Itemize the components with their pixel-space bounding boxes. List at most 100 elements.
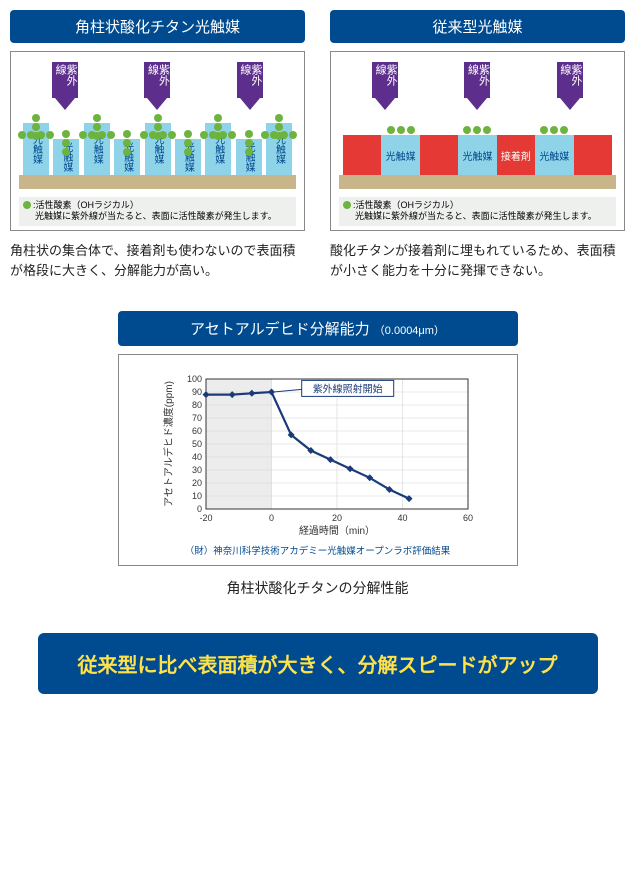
- svg-text:60: 60: [191, 426, 201, 436]
- svg-text:紫外線照射開始: 紫外線照射開始: [312, 383, 382, 396]
- oxygen-dot-icon: [397, 126, 405, 134]
- svg-text:90: 90: [191, 387, 201, 397]
- catalyst-pillar: 光触媒: [53, 139, 79, 175]
- oxygen-dot-icon: [343, 201, 351, 209]
- uv-arrow-icon: 紫外線: [55, 62, 75, 110]
- oxygen-dot-icon: [154, 114, 162, 122]
- uv-arrowhead-icon: [240, 98, 260, 110]
- summary-banner: 従来型に比べ表面積が大きく、分解スピードがアップ: [38, 633, 598, 694]
- uv-label: 紫外線: [237, 62, 263, 98]
- oxygen-dot-icon: [463, 126, 471, 134]
- legend-left: :活性酸素（OHラジカル） 光触媒に紫外線が当たると、表面に活性酸素が発生します…: [19, 197, 296, 226]
- oxygen-dot-icon: [219, 131, 227, 139]
- uv-label: 紫外線: [464, 62, 490, 98]
- oxygen-dot-icon: [123, 148, 131, 156]
- oxygen-dot-icon: [37, 131, 45, 139]
- catalyst-pillar: 光触媒: [175, 139, 201, 175]
- catalyst-pillar: 光触媒: [23, 123, 49, 175]
- oxygen-dot-icon: [245, 148, 253, 156]
- svg-text:60: 60: [462, 513, 472, 523]
- oxygen-dot-icon: [275, 114, 283, 122]
- catalyst-block: 光触媒: [535, 135, 573, 175]
- oxygen-dot-icon: [245, 139, 253, 147]
- chart-title: アセトアルデヒド分解能力 （0.0004μm）: [118, 311, 518, 346]
- uv-arrow-icon: 紫外線: [240, 62, 260, 110]
- oxygen-dot-icon: [261, 131, 269, 139]
- uv-arrow-icon: 紫外線: [467, 62, 487, 110]
- oxygen-dot-icon: [123, 139, 131, 147]
- oxygen-dot-icon: [407, 126, 415, 134]
- decomposition-chart: 0102030405060708090100-200204060紫外線照射開始経…: [158, 367, 478, 537]
- oxygen-dot-icon: [275, 123, 283, 131]
- oxygen-dot-icon: [18, 131, 26, 139]
- legend-right: :活性酸素（OHラジカル） 光触媒に紫外線が当たると、表面に活性酸素が発生します…: [339, 197, 616, 226]
- uv-label: 紫外線: [144, 62, 170, 98]
- catalyst-pillar: 光触媒: [84, 123, 110, 175]
- oxygen-dot-icon: [107, 131, 115, 139]
- legend-line1-left: :活性酸素（OHラジカル）: [33, 200, 139, 210]
- oxygen-dot-icon: [32, 114, 40, 122]
- oxygen-dot-icon: [27, 131, 35, 139]
- oxygen-dot-icon: [184, 148, 192, 156]
- oxygen-dot-icon: [88, 131, 96, 139]
- svg-text:0: 0: [268, 513, 273, 523]
- chart-subtitle: 角柱状酸化チタンの分解性能: [118, 578, 518, 598]
- adhesive-block: 接着剤: [497, 135, 535, 175]
- svg-text:70: 70: [191, 413, 201, 423]
- oxygen-dot-icon: [280, 131, 288, 139]
- legend-line2-left: 光触媒に紫外線が当たると、表面に活性酸素が発生します。: [23, 211, 277, 221]
- oxygen-dot-icon: [214, 114, 222, 122]
- oxygen-dot-icon: [79, 131, 87, 139]
- oxygen-dot-icon: [168, 131, 176, 139]
- chart-box: 0102030405060708090100-200204060紫外線照射開始経…: [118, 354, 518, 566]
- oxygen-dot-icon: [289, 131, 297, 139]
- oxygen-dot-icon: [154, 123, 162, 131]
- desc-left: 角柱状の集合体で、接着剤も使わないので表面積が格段に大きく、分解能力が高い。: [10, 241, 305, 281]
- svg-text:30: 30: [191, 465, 201, 475]
- svg-text:40: 40: [397, 513, 407, 523]
- uv-arrowhead-icon: [560, 98, 580, 110]
- oxygen-dot-icon: [209, 131, 217, 139]
- oxygen-dot-icon: [473, 126, 481, 134]
- oxygen-dot-icon: [184, 139, 192, 147]
- oxygen-dot-icon: [149, 131, 157, 139]
- uv-arrow-icon: 紫外線: [375, 62, 395, 110]
- catalyst-pillar: 光触媒: [236, 139, 262, 175]
- adhesive-block: [343, 135, 381, 175]
- uv-label: 紫外線: [372, 62, 398, 98]
- diagram-left: 紫外線紫外線紫外線 光触媒光触媒光触媒光触媒光触媒光触媒光触媒光触媒光触媒 :活…: [10, 51, 305, 231]
- chart-caption: （財）神奈川科学技術アカデミー光触媒オープンラボ評価結果: [129, 543, 507, 557]
- svg-text:-20: -20: [199, 513, 212, 523]
- svg-text:20: 20: [191, 478, 201, 488]
- oxygen-dot-icon: [184, 130, 192, 138]
- adhesive-block: [574, 135, 612, 175]
- svg-text:アセトアルデヒド濃度(ppm): アセトアルデヒド濃度(ppm): [162, 381, 175, 507]
- svg-text:20: 20: [331, 513, 341, 523]
- oxygen-dot-icon: [62, 148, 70, 156]
- oxygen-dot-icon: [23, 201, 31, 209]
- oxygen-dot-icon: [159, 131, 167, 139]
- uv-label: 紫外線: [52, 62, 78, 98]
- catalyst-pillar: 光触媒: [114, 139, 140, 175]
- catalyst-pillar: 光触媒: [205, 123, 231, 175]
- catalyst-block: 光触媒: [458, 135, 496, 175]
- catalyst-pillar: 光触媒: [145, 123, 171, 175]
- oxygen-dot-icon: [123, 130, 131, 138]
- oxygen-dot-icon: [387, 126, 395, 134]
- oxygen-dot-icon: [62, 130, 70, 138]
- chart-title-sub: （0.0004μm）: [374, 325, 445, 337]
- base-bar-left: [19, 175, 296, 189]
- base-bar-right: [339, 175, 616, 189]
- uv-arrowhead-icon: [147, 98, 167, 110]
- oxygen-dot-icon: [483, 126, 491, 134]
- svg-text:経過時間（min）: 経過時間（min）: [298, 524, 374, 537]
- uv-label: 紫外線: [557, 62, 583, 98]
- diagram-right: 紫外線紫外線紫外線 光触媒光触媒接着剤光触媒 :活性酸素（OHラジカル） 光触媒…: [330, 51, 625, 231]
- panel-conventional-catalyst: 従来型光触媒 紫外線紫外線紫外線 光触媒光触媒接着剤光触媒 :活性酸素（OHラジ…: [330, 10, 625, 281]
- uv-arrowhead-icon: [55, 98, 75, 110]
- oxygen-dot-icon: [200, 131, 208, 139]
- uv-arrow-icon: 紫外線: [560, 62, 580, 110]
- chart-section: アセトアルデヒド分解能力 （0.0004μm） 0102030405060708…: [118, 311, 518, 598]
- svg-text:50: 50: [191, 439, 201, 449]
- svg-text:80: 80: [191, 400, 201, 410]
